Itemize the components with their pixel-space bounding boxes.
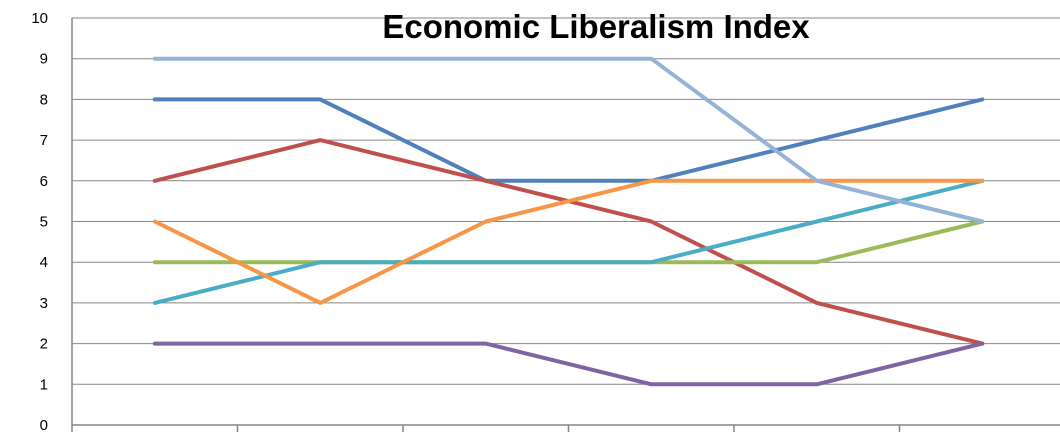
- y-tick-label-9: 9: [40, 51, 48, 68]
- series-line-2: [152, 138, 985, 346]
- y-tick-label-10: 10: [31, 10, 48, 27]
- y-axis-tick-labels: 0 1 2 3 4 5 6 7 8 9 10: [31, 10, 48, 432]
- y-tick-label-3: 3: [40, 295, 48, 312]
- chart-title: Economic Liberalism Index: [382, 8, 810, 45]
- y-tick-label-7: 7: [40, 132, 48, 149]
- y-tick-label-0: 0: [40, 417, 48, 432]
- series-line-7: [152, 56, 985, 224]
- series-line-5: [152, 178, 985, 305]
- series-line-6: [152, 178, 985, 305]
- y-tick-label-2: 2: [40, 336, 48, 353]
- x-axis-ticks: [71, 425, 901, 432]
- y-tick-label-6: 6: [40, 173, 48, 190]
- series-line-4: [152, 341, 985, 387]
- series-lines: [152, 56, 985, 387]
- series-line-3: [152, 219, 985, 265]
- y-tick-label-1: 1: [40, 376, 48, 393]
- y-tick-label-8: 8: [40, 91, 48, 108]
- y-tick-label-4: 4: [40, 254, 48, 271]
- series-line-1: [152, 97, 985, 183]
- y-tick-label-5: 5: [40, 214, 48, 231]
